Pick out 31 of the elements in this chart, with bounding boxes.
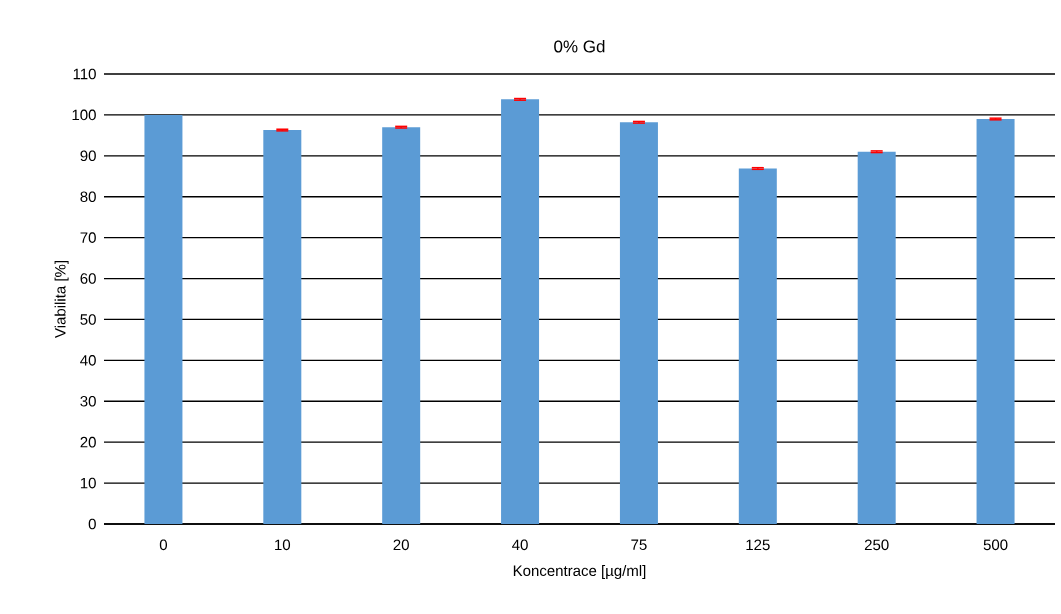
x-tick-label: 125 [746,539,770,551]
y-tick-label: 60 [80,273,96,284]
x-tick-label: 40 [512,539,528,551]
bar [976,119,1015,524]
y-tick-label: 80 [80,191,96,203]
y-tick-label: 20 [80,436,96,448]
x-tick-label: 75 [631,539,647,550]
y-tick-label: 0 [88,518,96,530]
y-tick-label: 70 [80,232,96,243]
x-axis-title: Koncentrace [µg/ml] [513,565,646,579]
bar [382,127,421,524]
y-tick-label: 100 [72,109,96,121]
y-axis-title: Viabilita [%] [54,261,69,338]
y-tick-label: 50 [80,314,96,325]
bar [501,99,540,524]
chart-title: 0% Gd [554,39,605,53]
y-tick-label: 30 [80,395,96,407]
bar [263,130,302,524]
x-tick-label: 500 [983,539,1008,551]
bar [144,114,183,524]
y-tick-label: 110 [73,68,96,80]
y-tick-label: 90 [80,150,96,162]
y-tick-label: 40 [80,355,96,366]
bar [619,122,658,524]
x-tick-label: 0 [159,539,168,551]
y-tick-label: 10 [80,477,96,489]
x-tick-label: 10 [275,539,291,551]
x-tick-label: 250 [864,539,889,551]
x-tick-label: 20 [393,539,409,551]
bar [738,168,777,524]
bar [857,151,896,524]
